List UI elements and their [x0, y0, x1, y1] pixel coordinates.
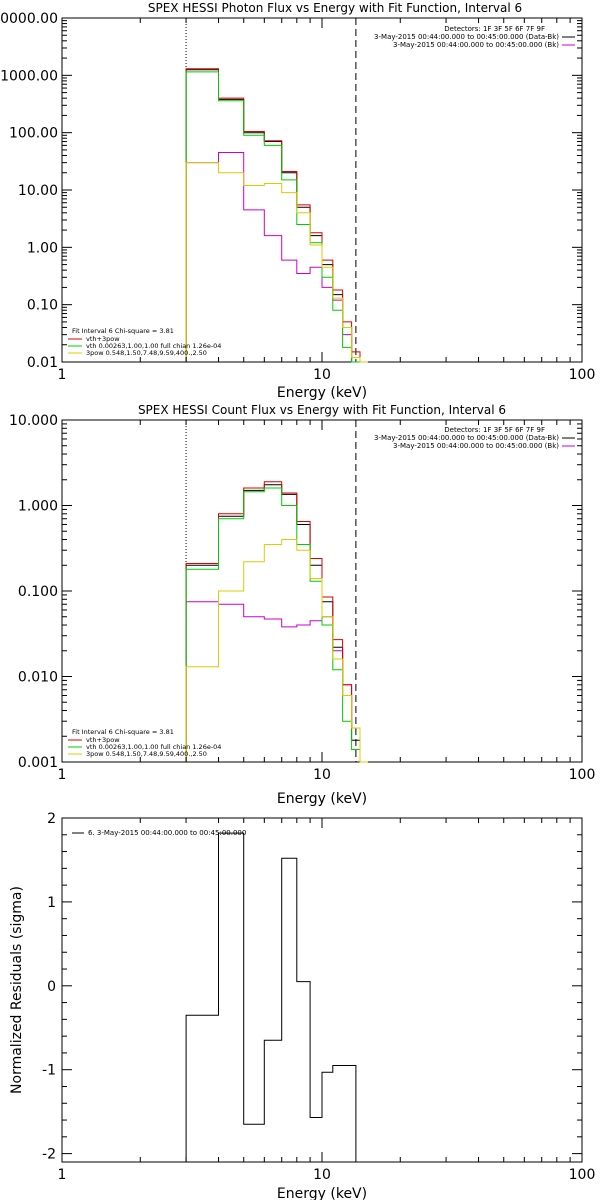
residuals-ytick-label: 1 — [47, 895, 56, 911]
residuals-panel: 1 10 100 -2 -1 0 1 2 Energy (keV) Normalized Re… — [9, 811, 595, 1200]
residuals-xtick-label: 100 — [569, 1167, 596, 1183]
count-legend-intervals: Detectors: 1F 3F 5F 6F 7F 9F 3-May-2015 … — [374, 426, 575, 450]
photon-ytick-label: 0.10 — [27, 298, 58, 314]
photon-axes-frame — [61, 17, 583, 363]
count-detectors-label: Detectors: 1F 3F 5F 6F 7F 9F — [444, 426, 545, 434]
count-xlabel: Energy (keV) — [277, 791, 367, 807]
residuals-xtick-label: 1 — [58, 1167, 67, 1183]
photon-ytick-label: 10000.00 — [0, 11, 58, 27]
count-flux-panel: SPEX HESSI Count Flux vs Energy with Fit… — [9, 403, 595, 807]
photon-series-3 — [185, 71, 368, 363]
photon-series-0 — [185, 69, 368, 363]
photon-data-interval: 3-May-2015 00:44:00.000 to 00:45:00.000 … — [374, 33, 559, 41]
residuals-xlabel: Energy (keV) — [277, 1186, 367, 1200]
photon-flux-panel: SPEX HESSI Photon Flux vs Energy with Fi… — [0, 1, 595, 401]
photon-xtick-label: 10 — [313, 367, 331, 383]
photon-bk-interval: 3-May-2015 00:44:00.000 to 00:45:00.000 … — [393, 41, 559, 49]
photon-ytick-label: 1.00 — [27, 240, 58, 256]
count-xtick-label: 100 — [569, 767, 596, 783]
photon-fit-header: Fit Interval 6 Chi-square = 3.81 — [72, 327, 174, 335]
count-ytick-label: 10.000 — [9, 413, 58, 429]
photon-ytick-label: 10.00 — [18, 183, 58, 199]
count-xtick-label: 10 — [313, 767, 331, 783]
count-title: SPEX HESSI Count Flux vs Energy with Fit… — [138, 403, 506, 417]
photon-ticks: 1 10 100 0.01 0.10 1.00 10.00 100.00 1000.00 1000… — [0, 11, 595, 383]
photon-fit-total-label: vth+3pow — [86, 335, 120, 343]
photon-detectors-label: Detectors: 1F 3F 5F 6F 7F 9F — [444, 25, 545, 33]
count-fit-total-label: vth+3pow — [86, 736, 120, 744]
residuals-ticks: 1 10 100 -2 -1 0 1 2 — [42, 811, 595, 1183]
count-series-1 — [185, 601, 368, 763]
count-fit-vth-label: vth 0.00263,1.00,1.00 full chian 1.26e-0… — [86, 743, 221, 751]
photon-series-1 — [185, 152, 368, 363]
photon-ytick-label: 100.00 — [9, 126, 58, 142]
residuals-legend: 6. 3-May-2015 00:44:00.000 to 00:45:00.0… — [72, 829, 246, 837]
count-ticks: 1 10 100 0.001 0.010 0.100 1.000 10.000 — [9, 413, 595, 783]
photon-title: SPEX HESSI Photon Flux vs Energy with Fi… — [148, 1, 522, 15]
count-plot-area — [185, 420, 368, 763]
photon-legend-fit: Fit Interval 6 Chi-square = 3.81 vth+3po… — [68, 327, 221, 357]
count-legend-fit: Fit Interval 6 Chi-square = 3.81 vth+3po… — [68, 728, 221, 758]
residuals-ytick-label: 2 — [47, 811, 56, 827]
photon-fit-vth-label: vth 0.00263,1.00,1.00 full chian 1.26e-0… — [86, 342, 221, 350]
count-fit-header: Fit Interval 6 Chi-square = 3.81 — [72, 728, 174, 736]
photon-plot-area — [185, 18, 368, 363]
residuals-ylabel: Normalized Residuals (sigma) — [9, 886, 25, 1094]
count-ytick-label: 0.010 — [18, 670, 58, 686]
photon-series-4 — [185, 162, 368, 363]
count-series-4 — [185, 539, 368, 763]
residuals-ytick-label: -1 — [42, 1063, 56, 1079]
count-series-3 — [185, 487, 368, 763]
count-series-2 — [185, 481, 368, 763]
residuals-series-0 — [185, 832, 357, 1162]
photon-xlabel: Energy (keV) — [277, 385, 367, 401]
residuals-ytick-label: 0 — [47, 979, 56, 995]
count-series-0 — [185, 484, 368, 763]
count-fit-pow-label: 3pow 0.548,1.50,7.48,9.59,400.,2.50 — [86, 750, 207, 758]
residuals-ytick-label: -2 — [42, 1147, 56, 1163]
count-ytick-label: 0.001 — [18, 755, 58, 771]
count-bk-interval: 3-May-2015 00:44:00.000 to 00:45:00.000 … — [393, 442, 559, 450]
count-data-interval: 3-May-2015 00:44:00.000 to 00:45:00.000 … — [374, 434, 559, 442]
residuals-legend-label: 6. 3-May-2015 00:44:00.000 to 00:45:00.0… — [88, 829, 246, 837]
count-ytick-label: 0.100 — [18, 584, 58, 600]
photon-fit-pow-label: 3pow 0.548,1.50,7.48,9.59,400.,2.50 — [86, 349, 207, 357]
count-xtick-label: 1 — [58, 767, 67, 783]
photon-ytick-label: 0.01 — [27, 355, 58, 371]
count-ytick-label: 1.000 — [18, 499, 58, 515]
photon-xtick-label: 1 — [58, 367, 67, 383]
residuals-xtick-label: 10 — [313, 1167, 331, 1183]
photon-legend-intervals: Detectors: 1F 3F 5F 6F 7F 9F 3-May-2015 … — [374, 25, 575, 49]
photon-xtick-label: 100 — [569, 367, 596, 383]
photon-ytick-label: 1000.00 — [0, 68, 58, 84]
residuals-plot-area — [185, 832, 357, 1162]
photon-series-2 — [185, 68, 368, 363]
